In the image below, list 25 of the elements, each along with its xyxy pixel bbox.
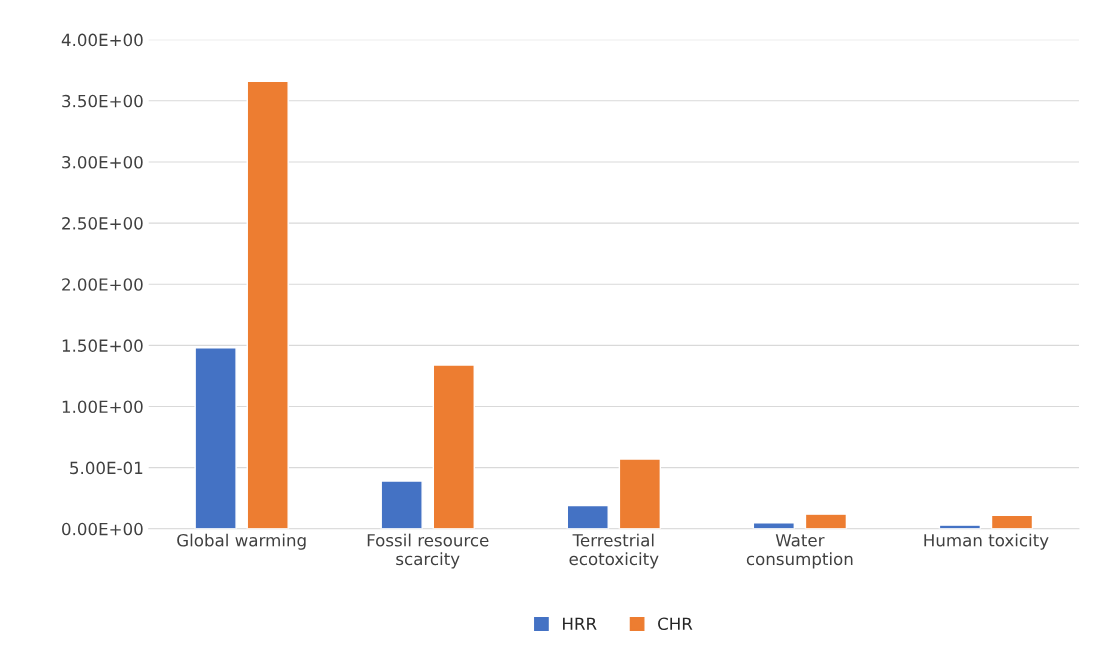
- bar: [246, 80, 289, 529]
- y-tick-label: 3.00E+00: [62, 155, 143, 169]
- bar: [380, 480, 423, 529]
- y-tick-label: 0.00E+00: [62, 522, 143, 536]
- bar: [194, 347, 237, 529]
- bar: [990, 514, 1034, 529]
- y-tick-label: 2.50E+00: [62, 217, 143, 230]
- y-tick-label: 5.00E-01: [70, 461, 143, 475]
- x-tick-label: Fossil resource scarcity: [367, 533, 489, 569]
- y-tick-label: 4.00E+00: [61, 33, 143, 47]
- x-tick-label: Water consumption: [746, 534, 853, 569]
- legend-label: HRR: [563, 617, 597, 630]
- x-tick-label: Human toxicity: [924, 533, 1049, 550]
- y-tick-label: 2.00E+00: [62, 278, 143, 291]
- legend-label: CHR: [658, 617, 693, 631]
- x-tick-label: Terrestrial ecotoxicity: [569, 533, 659, 569]
- y-tick-label: 3.50E+00: [62, 94, 143, 108]
- bar: [566, 504, 609, 529]
- bar: [938, 524, 982, 529]
- y-tick-label: 1.00E+00: [62, 400, 143, 414]
- bar: [618, 458, 662, 529]
- bar: [432, 364, 475, 529]
- x-tick-label: Global warming: [177, 533, 306, 550]
- y-tick-label: 1.50E+00: [62, 339, 143, 352]
- bar: [804, 513, 848, 529]
